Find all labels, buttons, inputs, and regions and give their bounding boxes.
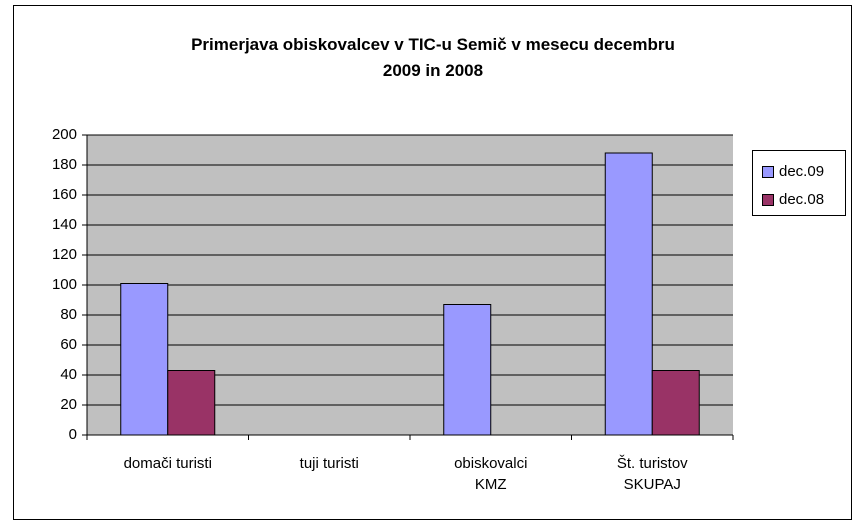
legend-swatch (762, 194, 774, 206)
chart-title: Primerjava obiskovalcev v TIC-u Semič v … (191, 35, 675, 80)
y-tick-label: 100 (51, 276, 77, 293)
bar (651, 370, 700, 436)
y-tick-label: 20 (60, 396, 77, 413)
y-tick-label: 120 (51, 246, 77, 263)
y-tick-label: 60 (60, 336, 77, 353)
x-tick-label: obiskovalci KMZ (454, 455, 528, 493)
y-tick-label: 200 (51, 126, 77, 143)
y-tick-label: 80 (60, 306, 77, 323)
y-tick-label: 0 (68, 426, 77, 443)
bar (443, 304, 492, 436)
y-tick-label: 160 (51, 186, 77, 203)
x-tick-label: tuji turisti (299, 455, 359, 472)
bar (120, 283, 169, 436)
legend-label: dec.09 (779, 163, 825, 180)
y-tick-label: 40 (60, 366, 77, 383)
bar (167, 370, 216, 436)
legend-label: dec.08 (779, 191, 825, 208)
x-tick-label: domači turisti (123, 455, 212, 472)
x-tick-label: Št. turistov SKUPAJ (616, 455, 688, 493)
y-tick-label: 140 (51, 216, 77, 233)
bar (604, 152, 653, 436)
y-tick-label: 180 (51, 156, 77, 173)
legend-swatch (762, 166, 774, 178)
